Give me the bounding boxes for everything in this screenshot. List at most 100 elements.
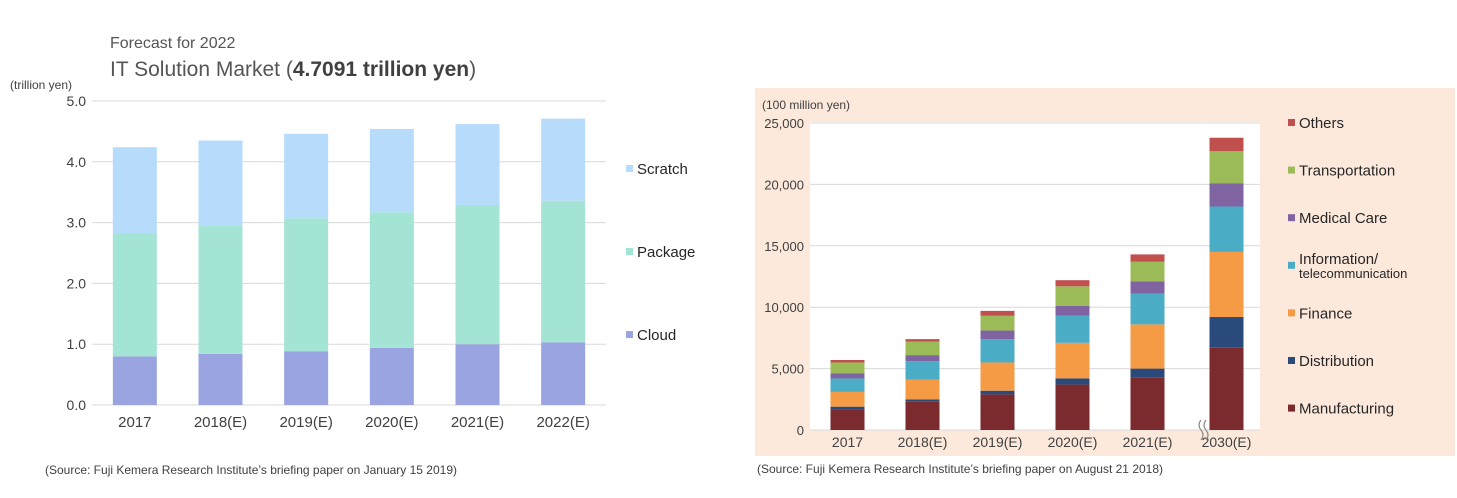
legend-swatch-manufacturing [1288, 404, 1295, 412]
bar-package [455, 204, 500, 345]
legend-label-finance: Finance [1299, 305, 1352, 322]
bar-transportation [830, 362, 865, 374]
bar-manufacturing [905, 401, 940, 430]
bar-package [112, 233, 157, 357]
x-tick-label: 2018(E) [898, 434, 948, 450]
bar-scratch [284, 133, 329, 219]
legend-swatch-medical-care [1288, 214, 1295, 222]
y-axis-unit: (100 million yen) [762, 98, 851, 112]
legend-label-information-telecommunication: Information/ [1299, 251, 1379, 268]
bar-medical-care [1130, 281, 1165, 294]
bar-information-telecommunication [905, 361, 940, 380]
bar-transportation [980, 315, 1015, 331]
bar-package [541, 200, 586, 343]
legend-label-package: Package [637, 244, 695, 261]
bar-distribution [1055, 378, 1090, 385]
bar-information-telecommunication [1209, 206, 1244, 252]
x-tick-label: 2017 [832, 434, 863, 450]
bar-medical-care [980, 330, 1015, 340]
bar-scratch [455, 124, 500, 205]
legend-label-information-telecommunication-cont: telecommunication [1299, 266, 1407, 281]
bar-transportation [1209, 151, 1244, 184]
axis-break-mark [1198, 419, 1204, 441]
bar-distribution [1209, 317, 1244, 348]
bar-manufacturing [830, 409, 865, 430]
bar-information-telecommunication [980, 339, 1015, 363]
legend-swatch-cloud [626, 331, 633, 338]
bar-package [198, 225, 243, 354]
bar-cloud [369, 347, 414, 405]
x-tick-label: 2020(E) [1048, 434, 1098, 450]
bar-manufacturing [1209, 347, 1244, 430]
y-tick-label: 25,000 [764, 116, 804, 131]
bar-manufacturing [1055, 384, 1090, 430]
left-chart-svg: 0.0 1.0 2.0 3.0 4.0 5.0 2017 2018(E) 2019(E) 2020… [67, 93, 696, 431]
left-chart-panel: Forecast for 2022 IT Solution Market (4.… [0, 0, 710, 498]
bar-transportation [1130, 261, 1165, 282]
bar-scratch [112, 147, 157, 234]
bar-others [1055, 280, 1090, 287]
bar-others [905, 339, 940, 342]
legend-label-others: Others [1299, 115, 1344, 132]
x-tick-label: 2021(E) [451, 414, 504, 431]
bar-medical-care [830, 373, 865, 379]
y-tick-label: 5,000 [771, 362, 804, 377]
x-tick-label: 2019(E) [973, 434, 1023, 450]
bar-medical-care [905, 355, 940, 362]
bar-finance [905, 379, 940, 400]
bar-cloud [284, 351, 329, 405]
y-tick-label: 1.0 [67, 336, 87, 352]
bar-manufacturing [1130, 377, 1165, 430]
bar-distribution [905, 399, 940, 402]
y-tick-label: 4.0 [67, 154, 87, 170]
source-note: (Source: Fuji Kemera Research Institute’… [757, 462, 1164, 476]
y-tick-label: 0.0 [67, 397, 87, 413]
legend-swatch-finance [1288, 309, 1295, 317]
y-tick-label: 3.0 [67, 215, 87, 231]
bar-finance [980, 362, 1015, 391]
bar-others [830, 360, 865, 363]
legend-label-distribution: Distribution [1299, 353, 1374, 370]
bar-finance [830, 391, 865, 407]
bar-information-telecommunication [1130, 293, 1165, 325]
legend-swatch-transportation [1288, 166, 1295, 174]
legend-swatch-scratch [626, 165, 633, 172]
bar-package [369, 212, 414, 348]
x-tick-label: 2017 [118, 414, 151, 431]
bar-medical-care [1055, 305, 1090, 316]
x-tick-label: 2020(E) [365, 414, 418, 431]
bar-others [980, 310, 1015, 316]
x-tick-label: 2030(E) [1202, 434, 1252, 450]
x-tick-label: 2018(E) [194, 414, 247, 431]
bar-finance [1130, 324, 1165, 369]
y-tick-label: 15,000 [764, 239, 804, 254]
bar-scratch [198, 140, 243, 226]
y-tick-label: 10,000 [764, 300, 804, 315]
chart-title-bold: 4.7091 trillion yen [292, 58, 470, 81]
legend-swatch-distribution [1288, 357, 1295, 364]
y-tick-label: 5.0 [67, 93, 87, 109]
y-tick-label: 2.0 [67, 275, 87, 291]
bar-distribution [830, 406, 865, 410]
axis-break-mark [1203, 419, 1209, 441]
bar-cloud [198, 353, 243, 405]
bar-distribution [980, 390, 1015, 395]
y-tick-label: 0 [797, 423, 804, 438]
bar-cloud [541, 342, 586, 405]
source-note: (Source: Fuji Kemera Research Institute’… [45, 463, 458, 477]
bar-others [1130, 254, 1165, 262]
chart-title-suffix: ) [469, 58, 477, 81]
bar-others [1209, 137, 1244, 152]
bar-scratch [369, 128, 414, 213]
bar-information-telecommunication [830, 378, 865, 392]
bar-finance [1209, 251, 1244, 318]
x-tick-label: 2019(E) [279, 414, 332, 431]
bar-cloud [112, 356, 157, 405]
bar-transportation [905, 341, 940, 356]
bar-manufacturing [980, 394, 1015, 430]
bar-finance [1055, 342, 1090, 379]
bar-transportation [1055, 286, 1090, 306]
bar-cloud [455, 344, 500, 405]
right-chart-panel: (100 million yen) 0 5,000 10,000 15,000 20,0… [730, 0, 1457, 498]
x-tick-label: 2022(E) [536, 414, 589, 431]
